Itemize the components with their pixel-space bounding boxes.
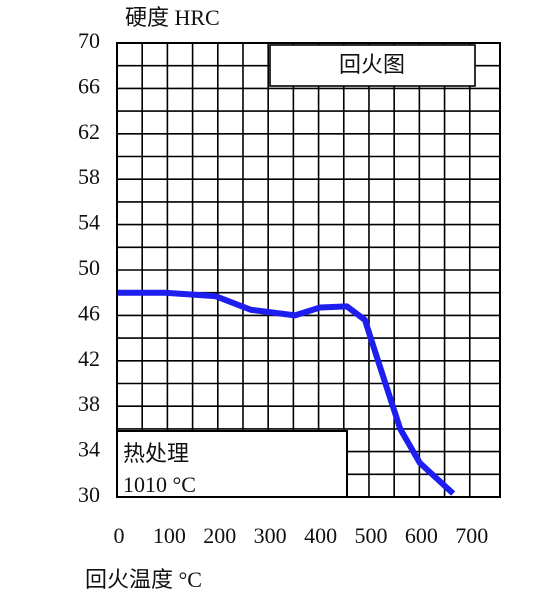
y-tick-label: 42 xyxy=(78,346,100,371)
legend-label: 回火图 xyxy=(339,52,405,77)
data-line xyxy=(117,289,456,496)
y-tick-label: 70 xyxy=(78,28,100,53)
x-tick-label: 400 xyxy=(304,523,337,548)
y-tick-label: 30 xyxy=(78,482,100,507)
x-tick-label: 200 xyxy=(203,523,236,548)
y-tick-label: 46 xyxy=(78,300,100,325)
y-tick-label: 66 xyxy=(78,73,100,98)
x-tick-label: 300 xyxy=(254,523,287,548)
x-tick-label: 500 xyxy=(354,523,387,548)
x-tick-label: 0 xyxy=(114,523,125,548)
x-tick-label: 100 xyxy=(153,523,186,548)
annotation: 热处理 xyxy=(123,441,189,466)
y-tick-label: 58 xyxy=(78,164,100,189)
x-tick-label: 600 xyxy=(405,523,438,548)
y-tick-label: 62 xyxy=(78,119,100,144)
legend-box xyxy=(269,44,476,87)
y-tick-label: 38 xyxy=(78,391,100,416)
x-axis-title: 回火温度 °C xyxy=(85,567,202,592)
annotation-box xyxy=(116,430,348,498)
y-tick-label: 50 xyxy=(78,255,100,280)
plot-frame xyxy=(116,42,501,498)
y-axis-title: 硬度 HRC xyxy=(125,5,220,30)
annotation: 1010 °C xyxy=(123,472,196,497)
y-tick-label: 54 xyxy=(78,210,100,235)
x-tick-label: 700 xyxy=(455,523,488,548)
y-tick-label: 34 xyxy=(78,437,100,462)
